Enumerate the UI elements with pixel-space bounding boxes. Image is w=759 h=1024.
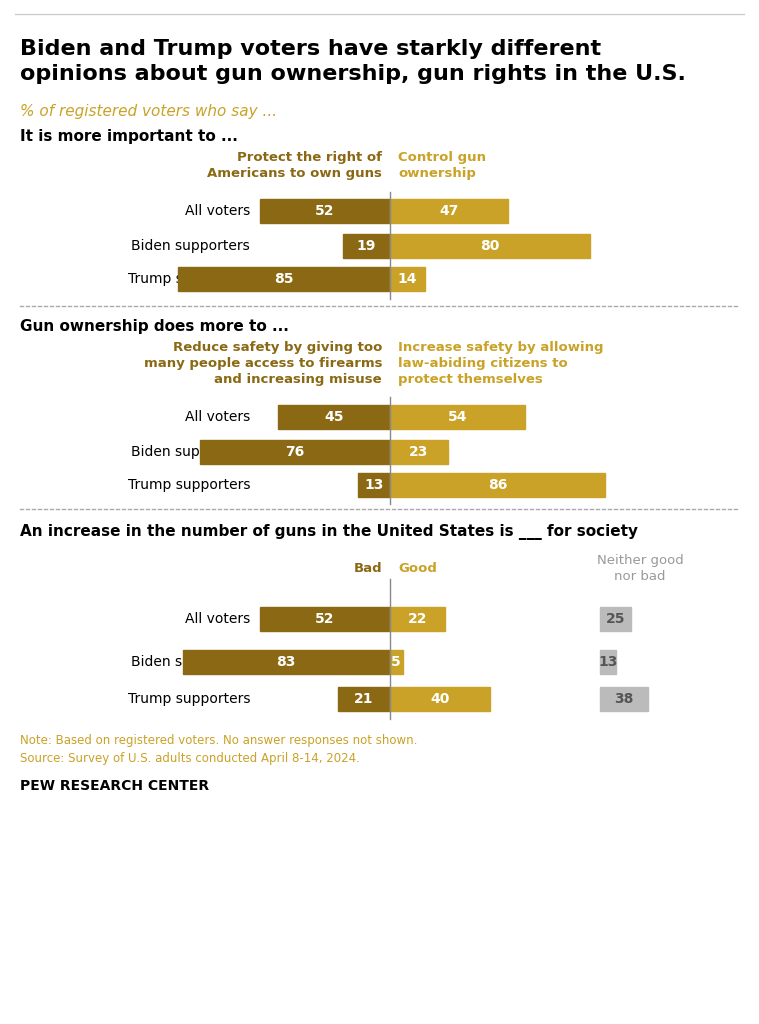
- Text: 19: 19: [357, 239, 376, 253]
- Bar: [390, 234, 590, 258]
- Bar: [200, 440, 390, 464]
- Bar: [390, 650, 402, 674]
- Text: Biden and Trump voters have starkly different
opinions about gun ownership, gun : Biden and Trump voters have starkly diff…: [20, 39, 686, 84]
- Text: 86: 86: [488, 478, 507, 492]
- Text: Biden supporters: Biden supporters: [131, 445, 250, 459]
- Bar: [357, 473, 390, 497]
- Text: 5: 5: [392, 655, 401, 669]
- Text: 21: 21: [354, 692, 373, 706]
- Text: Reduce safety by giving too
many people access to firearms
and increasing misuse: Reduce safety by giving too many people …: [143, 341, 382, 386]
- Bar: [390, 473, 605, 497]
- Text: 76: 76: [285, 445, 304, 459]
- Bar: [390, 267, 425, 291]
- Text: Bad: Bad: [354, 562, 382, 575]
- Text: % of registered voters who say ...: % of registered voters who say ...: [20, 104, 277, 119]
- Text: 22: 22: [408, 612, 427, 626]
- Text: Control gun
ownership: Control gun ownership: [398, 151, 486, 180]
- Bar: [260, 607, 390, 631]
- Text: Gun ownership does more to ...: Gun ownership does more to ...: [20, 319, 289, 334]
- Text: 45: 45: [324, 410, 344, 424]
- Text: 13: 13: [364, 478, 383, 492]
- Text: All voters: All voters: [184, 612, 250, 626]
- Text: 52: 52: [315, 612, 335, 626]
- Text: 38: 38: [614, 692, 634, 706]
- Bar: [600, 650, 616, 674]
- Text: 83: 83: [276, 655, 296, 669]
- Text: Trump supporters: Trump supporters: [128, 272, 250, 286]
- Text: All voters: All voters: [184, 204, 250, 218]
- Text: 80: 80: [480, 239, 499, 253]
- Text: Trump supporters: Trump supporters: [128, 692, 250, 706]
- Bar: [260, 199, 390, 223]
- Text: It is more important to ...: It is more important to ...: [20, 129, 238, 144]
- Text: 23: 23: [409, 445, 428, 459]
- Text: Trump supporters: Trump supporters: [128, 478, 250, 492]
- Bar: [338, 687, 390, 711]
- Bar: [390, 440, 448, 464]
- Text: 47: 47: [439, 204, 458, 218]
- Text: 85: 85: [274, 272, 294, 286]
- Bar: [390, 199, 508, 223]
- Text: Increase safety by allowing
law-abiding citizens to
protect themselves: Increase safety by allowing law-abiding …: [398, 341, 603, 386]
- Bar: [182, 650, 390, 674]
- Text: PEW RESEARCH CENTER: PEW RESEARCH CENTER: [20, 779, 209, 793]
- Bar: [600, 687, 647, 711]
- Text: All voters: All voters: [184, 410, 250, 424]
- Text: 52: 52: [315, 204, 335, 218]
- Text: 54: 54: [448, 410, 468, 424]
- Text: Note: Based on registered voters. No answer responses not shown.
Source: Survey : Note: Based on registered voters. No ans…: [20, 734, 417, 765]
- Text: Biden supporters: Biden supporters: [131, 239, 250, 253]
- Text: 14: 14: [398, 272, 417, 286]
- Text: Biden supporters: Biden supporters: [131, 655, 250, 669]
- Text: 40: 40: [430, 692, 449, 706]
- Bar: [178, 267, 390, 291]
- Text: 25: 25: [606, 612, 625, 626]
- Bar: [278, 406, 390, 429]
- Text: 13: 13: [598, 655, 618, 669]
- Text: Protect the right of
Americans to own guns: Protect the right of Americans to own gu…: [207, 151, 382, 180]
- Bar: [390, 687, 490, 711]
- Bar: [600, 607, 631, 631]
- Bar: [342, 234, 390, 258]
- Text: Good: Good: [398, 562, 437, 575]
- Bar: [390, 607, 445, 631]
- Bar: [390, 406, 525, 429]
- Text: Neither good
nor bad: Neither good nor bad: [597, 554, 683, 583]
- Text: An increase in the number of guns in the United States is ___ for society: An increase in the number of guns in the…: [20, 524, 638, 540]
